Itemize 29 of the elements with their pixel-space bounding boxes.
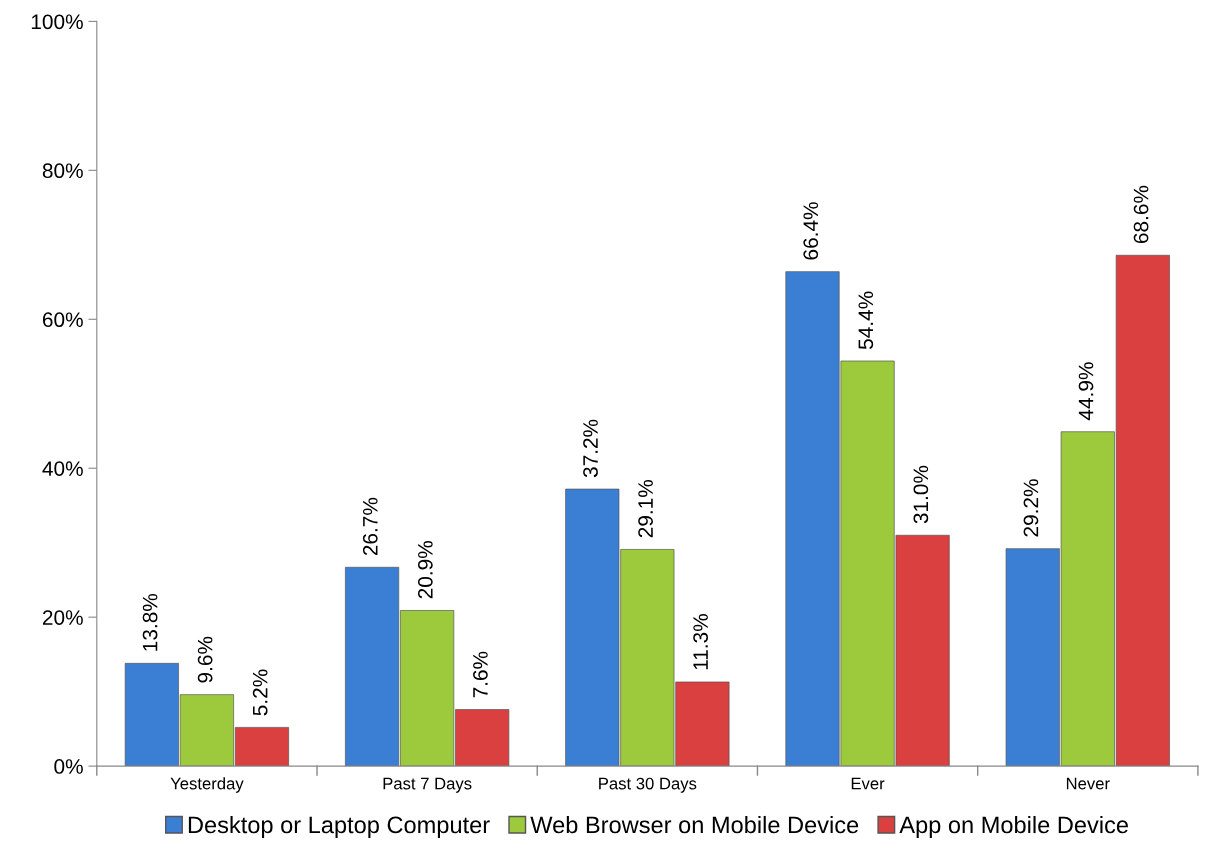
data-label: 20.9% [417, 541, 433, 599]
data-label: 66.4% [803, 202, 819, 260]
legend-label: App on Mobile Device [899, 815, 1128, 838]
data-label: 13.8% [142, 593, 158, 651]
data-label: 54.4% [858, 291, 874, 350]
data-label: 37.2% [583, 419, 598, 478]
data-label: 11.3% [693, 614, 708, 670]
data-label: 44.9% [1078, 362, 1094, 421]
x-tick-label: Past 7 Days [383, 777, 472, 793]
y-tick-label: 80% [42, 163, 83, 179]
data-label: 31.0% [913, 465, 929, 524]
data-label: 9.6% [197, 636, 213, 683]
legend-label: Desktop or Laptop Computer [188, 815, 490, 838]
data-label: 29.1% [638, 479, 653, 538]
y-tick-label: 40% [42, 461, 83, 476]
y-tick-label: 20% [42, 610, 83, 625]
y-tick-label: 60% [42, 312, 83, 328]
x-tick-label: Ever [851, 777, 885, 790]
y-tick-label: 0% [54, 759, 83, 774]
x-tick-label: Past 30 Days [599, 777, 697, 793]
data-label: 5.2% [252, 669, 268, 716]
x-tick-label: Never [1066, 777, 1110, 790]
data-label: 29.2% [1023, 479, 1039, 537]
data-label: 26.7% [362, 497, 378, 556]
data-label: 68.6% [1133, 185, 1149, 244]
legend-label: Web Browser on Mobile Device [530, 815, 859, 834]
y-tick-label: 100% [31, 14, 83, 30]
x-tick-label: Yesterday [170, 777, 244, 793]
data-label: 7.6% [473, 651, 488, 698]
